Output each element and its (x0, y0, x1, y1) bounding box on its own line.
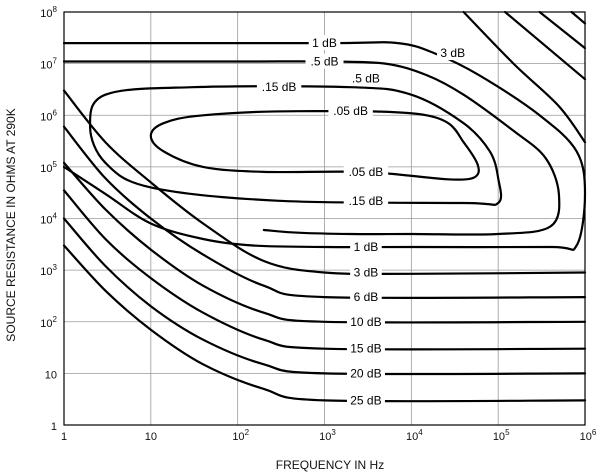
y-tick-label-8: 108 (40, 5, 57, 20)
y-tick-label-6: 106 (40, 108, 57, 123)
x-axis-label: FREQUENCY IN Hz (276, 458, 384, 472)
contour-label-15-db: .15 dB (262, 80, 297, 94)
contour-label-bg (436, 45, 469, 61)
contour-curve-3-db (62, 89, 587, 276)
contour-label-bg (328, 103, 373, 119)
contour-label-3-db-upper: 3 dB (440, 46, 465, 60)
contour-label-bg (350, 264, 382, 280)
contour-label-5-db: .5 dB (310, 54, 338, 68)
y-tick-label-3: 103 (40, 263, 57, 278)
y-tick-label-0: 1 (51, 421, 57, 433)
y-tick-label-5-exponent: 5 (53, 160, 58, 169)
y-tick-label-5-base: 10 (40, 163, 52, 175)
contour-label-bg (308, 35, 341, 51)
contour-label-6-db: 6 dB (354, 290, 379, 304)
x-tick-label-5-base: 10 (493, 431, 505, 443)
contour-labels: .05 dB .05 dB .15 dB .15 dB .5 dB .5 dB 1 dB 1 … (256, 35, 469, 408)
contour-curve-6-db (62, 125, 587, 300)
x-tick-label-4: 104 (406, 428, 423, 443)
y-tick-label-8-base: 10 (40, 8, 52, 20)
contour-curve-extra-12 (538, 10, 587, 50)
contour-curve-25-db (62, 244, 587, 403)
contour-label-1-db: 1 dB (354, 240, 379, 254)
contour-label-3-db: 3 dB (354, 265, 379, 279)
contour-label-bg (305, 53, 344, 69)
y-tick-label-8-exponent: 8 (53, 5, 58, 14)
contour-curve-1-db (62, 41, 587, 251)
y-tick-label-4-base: 10 (40, 215, 52, 227)
x-tick-label-2-exponent: 2 (245, 428, 250, 437)
x-tick-label-3-exponent: 3 (331, 428, 336, 437)
contour-label-bg (346, 313, 385, 329)
y-tick-label-2-base: 10 (40, 318, 52, 330)
contour-label-05-db: .05 dB (349, 165, 384, 179)
contour-label-bg (343, 163, 389, 179)
contour-curve-extra-13 (570, 10, 587, 25)
contour-curve-10-db (62, 161, 587, 324)
contour-label-5-db: .5 dB (352, 71, 380, 85)
contour-label-bg (346, 70, 385, 86)
contour-label-05-db: .05 dB (333, 104, 368, 118)
contour-label-bg (343, 192, 389, 208)
x-tick-label-0: 1 (61, 431, 67, 443)
x-tick-label-0-base: 1 (61, 431, 67, 443)
x-tick-label-4-base: 10 (406, 431, 418, 443)
y-tick-label-5: 105 (40, 160, 57, 175)
contour-label-bg (346, 365, 385, 381)
x-tick-label-5-exponent: 5 (505, 428, 510, 437)
y-tick-label-7: 107 (40, 57, 57, 72)
contour-label-20-db: 20 dB (350, 366, 381, 380)
y-tick-label-1-base: 10 (45, 369, 57, 381)
y-tick-label-0-base: 1 (51, 421, 57, 433)
contour-curve-20-db (62, 217, 587, 376)
contour-curve-3-db-upper (462, 10, 587, 144)
y-tick-label-6-base: 10 (40, 111, 52, 123)
y-tick-label-1: 10 (45, 369, 57, 381)
contour-label-10-db: 10 dB (350, 315, 381, 329)
contour-label-15-db: 15 dB (350, 342, 381, 356)
y-tick-label-4-exponent: 4 (53, 212, 58, 221)
y-tick-label-3-exponent: 3 (53, 263, 58, 272)
x-tick-label-6: 106 (580, 428, 597, 443)
y-tick-label-4: 104 (40, 212, 57, 227)
x-tick-label-1: 10 (145, 431, 157, 443)
contour-label-bg (350, 239, 382, 255)
x-tick-label-6-exponent: 6 (592, 428, 597, 437)
contour-label-bg (346, 340, 385, 356)
contour-curve-extra-11 (503, 10, 587, 81)
contour-label-bg (256, 79, 302, 95)
contour-label-15-db: .15 dB (349, 194, 384, 208)
x-axis-ticks: 1 10 102 103 104 105 106 (61, 428, 597, 443)
x-tick-label-1-base: 10 (145, 431, 157, 443)
contour-label-1-db: 1 dB (312, 36, 337, 50)
x-tick-label-6-base: 10 (580, 431, 592, 443)
contour-label-bg (346, 392, 385, 408)
x-tick-label-5: 105 (493, 428, 510, 443)
x-tick-label-2: 102 (232, 428, 249, 443)
contour-curve-15-db (88, 85, 503, 206)
contour-label-bg (350, 289, 382, 305)
y-tick-label-2: 102 (40, 315, 57, 330)
x-tick-label-4-exponent: 4 (418, 428, 423, 437)
y-tick-label-6-exponent: 6 (53, 108, 58, 117)
contour-curve-15-db (62, 189, 587, 351)
y-tick-label-7-base: 10 (40, 60, 52, 72)
y-tick-label-3-base: 10 (40, 266, 52, 278)
x-tick-label-3-base: 10 (319, 431, 331, 443)
x-tick-label-2-base: 10 (232, 431, 244, 443)
y-tick-label-2-exponent: 2 (53, 315, 58, 324)
x-tick-label-3: 103 (319, 428, 336, 443)
y-tick-label-7-exponent: 7 (53, 57, 58, 66)
contour-label-25-db: 25 dB (350, 393, 381, 407)
y-axis-label: SOURCE RESISTANCE IN OHMS AT 290K (4, 108, 18, 341)
plot-frame (63, 11, 586, 426)
contour-curve-05-db (149, 110, 480, 181)
